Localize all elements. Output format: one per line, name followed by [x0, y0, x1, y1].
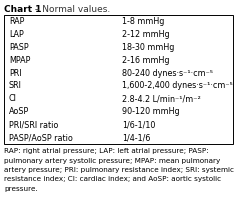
Text: pulmonary artery systolic pressure; MPAP: mean pulmonary: pulmonary artery systolic pressure; MPAP…: [4, 158, 220, 163]
Text: MPAP: MPAP: [9, 56, 30, 65]
Text: CI: CI: [9, 94, 17, 103]
Text: LAP: LAP: [9, 30, 24, 39]
Text: PASP/AoSP ratio: PASP/AoSP ratio: [9, 133, 73, 142]
Text: 1,600-2,400 dynes·s⁻¹·cm⁻⁵: 1,600-2,400 dynes·s⁻¹·cm⁻⁵: [122, 81, 233, 91]
Text: 1-8 mmHg: 1-8 mmHg: [122, 17, 164, 26]
Text: 90-120 mmHg: 90-120 mmHg: [122, 107, 180, 116]
Text: 2-12 mmHg: 2-12 mmHg: [122, 30, 170, 39]
Text: RAP: RAP: [9, 17, 24, 26]
Text: Chart 1: Chart 1: [4, 5, 41, 14]
Text: 18-30 mmHg: 18-30 mmHg: [122, 43, 174, 52]
Text: PRI: PRI: [9, 68, 22, 78]
Text: AoSP: AoSP: [9, 107, 29, 116]
Text: resistance index; CI: cardiac index; and AoSP: aortic systolic: resistance index; CI: cardiac index; and…: [4, 177, 221, 183]
Text: 1/4-1/6: 1/4-1/6: [122, 133, 150, 142]
Text: PASP: PASP: [9, 43, 29, 52]
Text: pressure.: pressure.: [4, 186, 38, 192]
Text: 2-16 mmHg: 2-16 mmHg: [122, 56, 169, 65]
Text: – Normal values.: – Normal values.: [32, 5, 110, 14]
Text: PRI/SRI ratio: PRI/SRI ratio: [9, 120, 58, 129]
Text: 1/6-1/10: 1/6-1/10: [122, 120, 155, 129]
Text: SRI: SRI: [9, 81, 22, 91]
Text: RAP: right atrial pressure; LAP: left atrial pressure; PASP:: RAP: right atrial pressure; LAP: left at…: [4, 148, 209, 154]
Text: 80-240 dynes·s⁻¹·cm⁻⁵: 80-240 dynes·s⁻¹·cm⁻⁵: [122, 68, 213, 78]
Text: 2.8-4.2 L/min⁻¹/m⁻²: 2.8-4.2 L/min⁻¹/m⁻²: [122, 94, 201, 103]
Bar: [4, 15, 233, 144]
Text: artery pressure; PRI: pulmonary resistance index; SRI: systemic: artery pressure; PRI: pulmonary resistan…: [4, 167, 234, 173]
